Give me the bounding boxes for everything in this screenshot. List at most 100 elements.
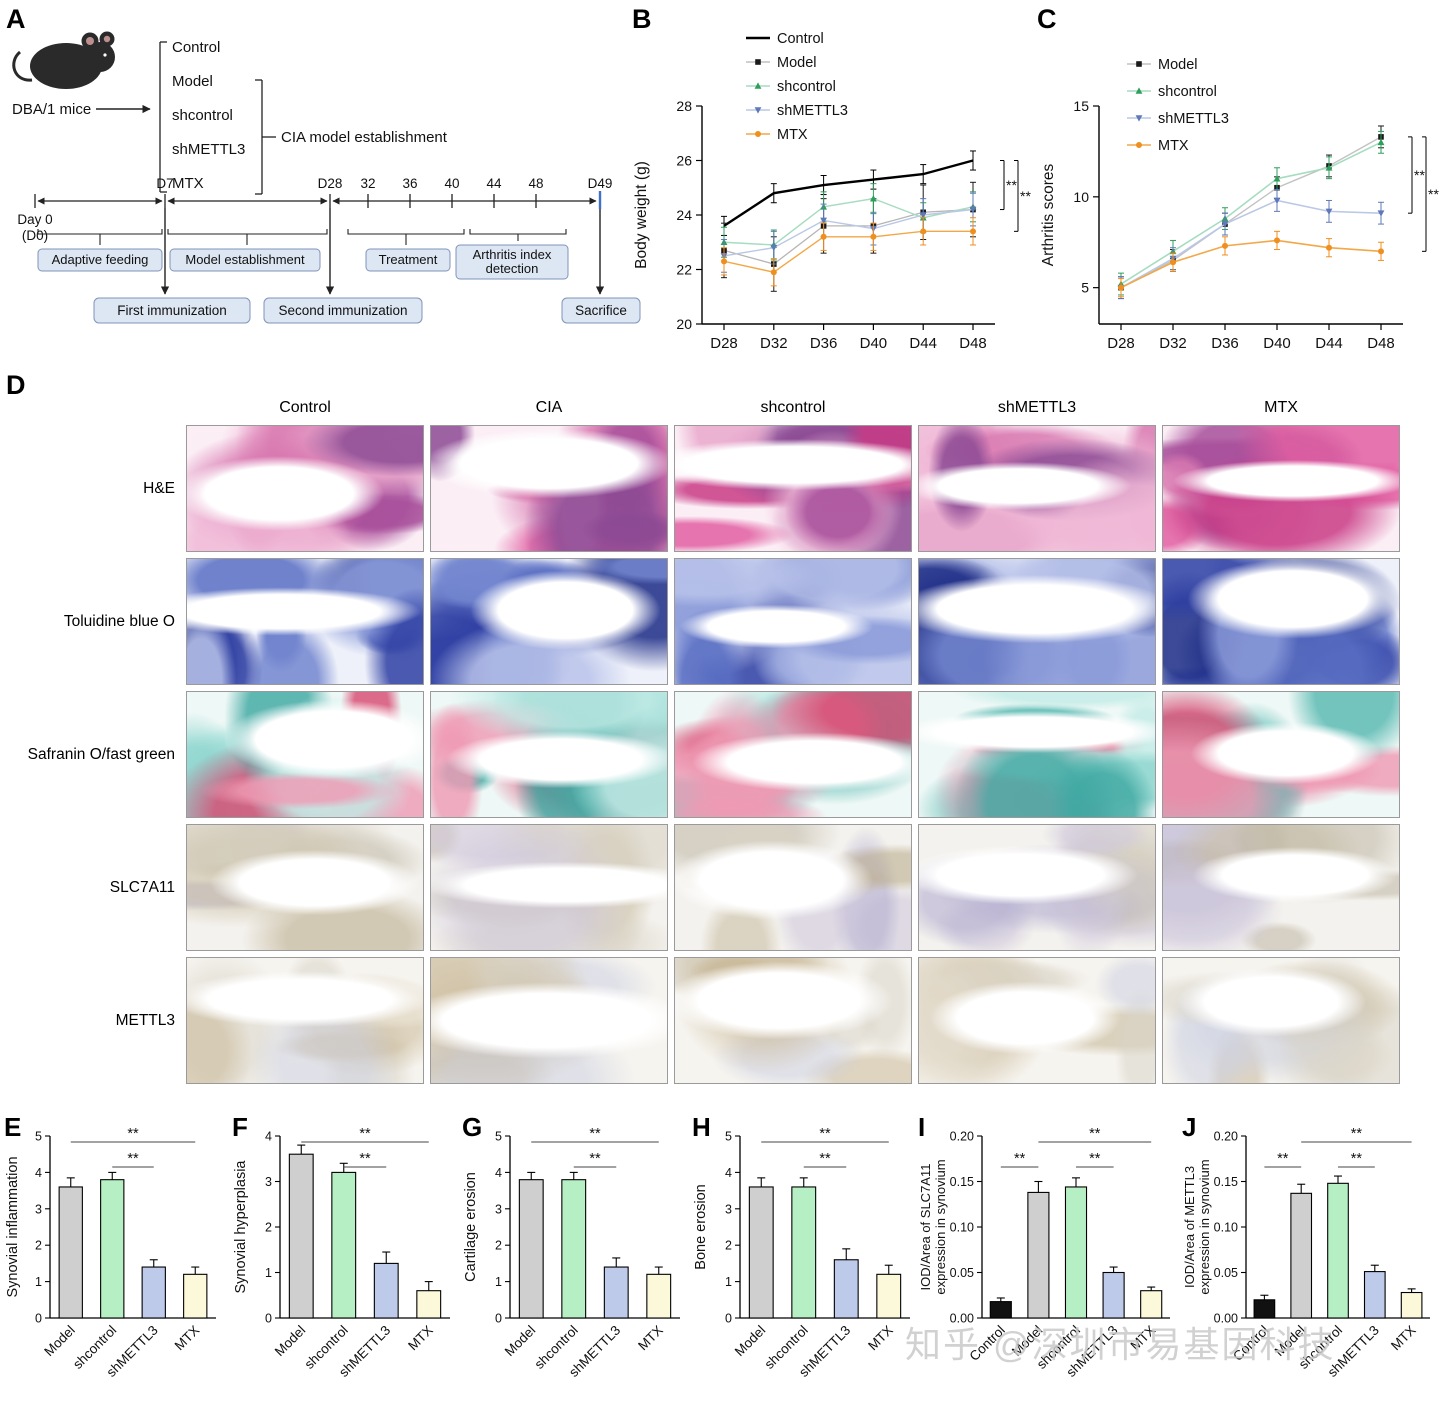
histology-image xyxy=(674,425,912,552)
group-list: Control Model shcontrol shMETTL3 MTX xyxy=(172,39,245,192)
svg-text:**: ** xyxy=(589,1151,601,1167)
svg-text:1: 1 xyxy=(725,1275,732,1289)
svg-text:0.10: 0.10 xyxy=(1214,1221,1238,1235)
svg-text:44: 44 xyxy=(486,176,502,191)
svg-text:detection: detection xyxy=(486,261,539,276)
panel-a-letter: A xyxy=(6,4,26,34)
histology-row-label: Safranin O/fast green xyxy=(27,746,175,763)
group-item: Control xyxy=(172,39,220,56)
svg-text:0.15: 0.15 xyxy=(950,1175,974,1189)
svg-text:D28: D28 xyxy=(318,176,343,191)
group-item: MTX xyxy=(172,175,204,192)
mouse-caption: DBA/1 mice xyxy=(12,101,91,118)
svg-text:2: 2 xyxy=(265,1221,272,1235)
group-item: shcontrol xyxy=(172,107,233,124)
svg-text:Body weight (g): Body weight (g) xyxy=(633,161,650,269)
svg-text:Adaptive feeding: Adaptive feeding xyxy=(52,252,149,267)
svg-text:Control: Control xyxy=(777,31,824,47)
histology-col-header: shMETTL3 xyxy=(997,399,1077,416)
histology-row-label: Toluidine blue O xyxy=(63,613,175,630)
svg-text:MTX: MTX xyxy=(1158,138,1189,154)
histology-image xyxy=(918,558,1156,685)
svg-text:1: 1 xyxy=(265,1266,272,1280)
svg-text:1: 1 xyxy=(35,1275,42,1289)
svg-text:**: ** xyxy=(1014,1151,1026,1167)
timeline-tick-labels: D7 D28 32 36 40 44 48 D49 xyxy=(156,176,612,191)
svg-text:D32: D32 xyxy=(1159,335,1187,352)
svg-text:4: 4 xyxy=(495,1166,502,1180)
day0-label: Day 0 xyxy=(17,212,52,227)
svg-text:24: 24 xyxy=(676,207,692,223)
svg-text:**: ** xyxy=(359,1151,371,1167)
svg-text:Bone erosion: Bone erosion xyxy=(693,1184,709,1269)
svg-text:Second immunization: Second immunization xyxy=(278,303,407,318)
svg-text:First immunization: First immunization xyxy=(117,303,227,318)
svg-text:32: 32 xyxy=(360,176,375,191)
histology-image xyxy=(430,957,668,1084)
panel-g-letter: G xyxy=(462,1112,482,1142)
svg-text:**: ** xyxy=(1351,1151,1363,1167)
svg-text:4: 4 xyxy=(725,1166,732,1180)
histology-image xyxy=(918,691,1156,818)
svg-text:0: 0 xyxy=(725,1312,732,1326)
panel-b-letter: B xyxy=(632,4,652,34)
svg-text:Model establishment: Model establishment xyxy=(185,252,305,267)
svg-text:D40: D40 xyxy=(860,335,888,352)
svg-text:MTX: MTX xyxy=(865,1323,896,1354)
svg-text:5: 5 xyxy=(1081,280,1089,296)
watermark: 知乎 @深圳市易基因科技 xyxy=(905,1324,1336,1365)
timeline: Day 0 (D0) D7 D28 32 36 40 44 48 D49 xyxy=(17,176,612,243)
svg-text:0: 0 xyxy=(265,1312,272,1326)
svg-text:0.20: 0.20 xyxy=(1214,1130,1238,1144)
svg-text:D28: D28 xyxy=(710,335,738,352)
svg-text:D48: D48 xyxy=(1367,335,1395,352)
svg-text:D48: D48 xyxy=(959,335,987,352)
mouse-icon xyxy=(12,31,115,89)
svg-text:40: 40 xyxy=(444,176,459,191)
svg-text:0.05: 0.05 xyxy=(1214,1266,1238,1280)
svg-text:**: ** xyxy=(1089,1126,1101,1142)
svg-text:IOD/Area of SLC7A11: IOD/Area of SLC7A11 xyxy=(918,1164,933,1291)
svg-text:22: 22 xyxy=(676,262,692,278)
svg-text:20: 20 xyxy=(676,316,692,332)
histology-col-header: Control xyxy=(279,399,331,416)
svg-text:0.20: 0.20 xyxy=(950,1130,974,1144)
panel-b-body-weight-chart: B 20 22 24 26 28 D28 D32 D36 D40 D44 D48 Body weigh… xyxy=(632,4,1031,352)
histology-image xyxy=(674,957,912,1084)
histology-image xyxy=(918,824,1156,951)
svg-text:5: 5 xyxy=(495,1130,502,1144)
cia-bracket xyxy=(255,79,276,195)
svg-text:5: 5 xyxy=(725,1130,732,1144)
svg-text:26: 26 xyxy=(676,153,692,169)
svg-text:2: 2 xyxy=(725,1239,732,1253)
histology-image xyxy=(674,558,912,685)
histology-image xyxy=(430,558,668,685)
histology-image xyxy=(1162,558,1400,685)
svg-text:3: 3 xyxy=(495,1202,502,1216)
svg-text:3: 3 xyxy=(265,1175,272,1189)
phase-boxes: Adaptive feeding Model establishment Tre… xyxy=(37,244,569,280)
svg-text:4: 4 xyxy=(265,1130,272,1144)
svg-text:shMETTL3: shMETTL3 xyxy=(777,103,848,119)
histology-image xyxy=(918,957,1156,1084)
svg-text:0.00: 0.00 xyxy=(950,1312,974,1326)
histology-image xyxy=(186,558,424,685)
histology-image xyxy=(186,824,424,951)
svg-text:0: 0 xyxy=(35,1312,42,1326)
panel-j-letter: J xyxy=(1182,1112,1196,1142)
svg-text:Model: Model xyxy=(502,1323,539,1360)
svg-text:Model: Model xyxy=(1158,57,1198,73)
svg-text:D49: D49 xyxy=(588,176,613,191)
svg-text:0.10: 0.10 xyxy=(950,1221,974,1235)
cia-note: CIA model establishment xyxy=(281,129,448,146)
panel-f-letter: F xyxy=(232,1112,248,1142)
svg-text:**: ** xyxy=(1414,167,1425,183)
svg-text:Arthritis index: Arthritis index xyxy=(473,247,552,262)
svg-text:shcontrol: shcontrol xyxy=(777,79,836,95)
svg-text:**: ** xyxy=(359,1126,371,1142)
svg-text:**: ** xyxy=(1277,1151,1289,1167)
svg-text:10: 10 xyxy=(1073,189,1089,205)
svg-text:Cartilage erosion: Cartilage erosion xyxy=(463,1172,479,1282)
histology-image xyxy=(186,957,424,1084)
svg-text:4: 4 xyxy=(35,1166,42,1180)
